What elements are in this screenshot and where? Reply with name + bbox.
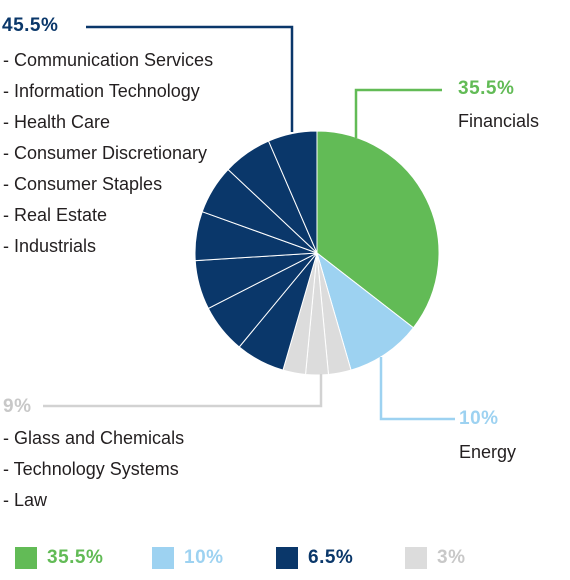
pie-slice-communication-services xyxy=(267,130,318,254)
green-callout-percent: 35.5% xyxy=(458,78,515,99)
legend-item-navy: 6.5% xyxy=(276,547,353,569)
navy-item-consumer-staples: - Consumer Staples xyxy=(3,174,163,194)
legend-label-gray: 3% xyxy=(437,547,466,568)
legend-label-blue: 10% xyxy=(184,547,224,568)
navy-callout-list: - Communication Services - Information T… xyxy=(3,45,213,262)
legend-label-navy: 6.5% xyxy=(308,547,354,568)
pie-slice-financials xyxy=(316,130,440,329)
navy-item-real-estate: - Real Estate xyxy=(3,205,108,225)
blue-callout-percent: 10% xyxy=(459,408,499,429)
legend-label-green: 35.5% xyxy=(47,547,104,568)
legend-item-green: 35.5% xyxy=(15,547,103,569)
legend-swatch-gray xyxy=(405,547,427,569)
pie-slice-energy xyxy=(316,251,415,371)
navy-item-industrials: - Industrials xyxy=(3,236,97,256)
gray-item-glass-and-chemicals: - Glass and Chemicals xyxy=(3,428,185,448)
gray-leader-line xyxy=(43,374,323,408)
navy-leader-line xyxy=(86,25,294,132)
navy-item-communication-services: - Communication Services xyxy=(3,50,214,70)
navy-callout-percent: 45.5% xyxy=(2,15,59,36)
gray-item-law: - Law xyxy=(3,490,48,510)
blue-callout-label: Energy xyxy=(459,442,517,462)
legend-swatch-green xyxy=(15,547,37,569)
navy-item-health-care: - Health Care xyxy=(3,112,111,132)
navy-item-consumer-discretionary: - Consumer Discretionary xyxy=(3,143,208,163)
gray-item-technology-systems: - Technology Systems xyxy=(3,459,179,479)
navy-item-information-technology: - Information Technology xyxy=(3,81,200,101)
gray-callout-list: - Glass and Chemicals - Technology Syste… xyxy=(3,423,184,516)
blue-leader-line xyxy=(379,357,455,421)
legend-swatch-blue xyxy=(152,547,174,569)
green-leader-line xyxy=(354,88,442,138)
legend-swatch-navy xyxy=(276,547,298,569)
pie-slices xyxy=(194,130,440,376)
legend-item-blue: 10% xyxy=(152,547,224,569)
gray-callout-percent: 9% xyxy=(3,396,32,417)
legend-item-gray: 3% xyxy=(405,547,465,569)
green-callout-label: Financials xyxy=(458,111,540,131)
